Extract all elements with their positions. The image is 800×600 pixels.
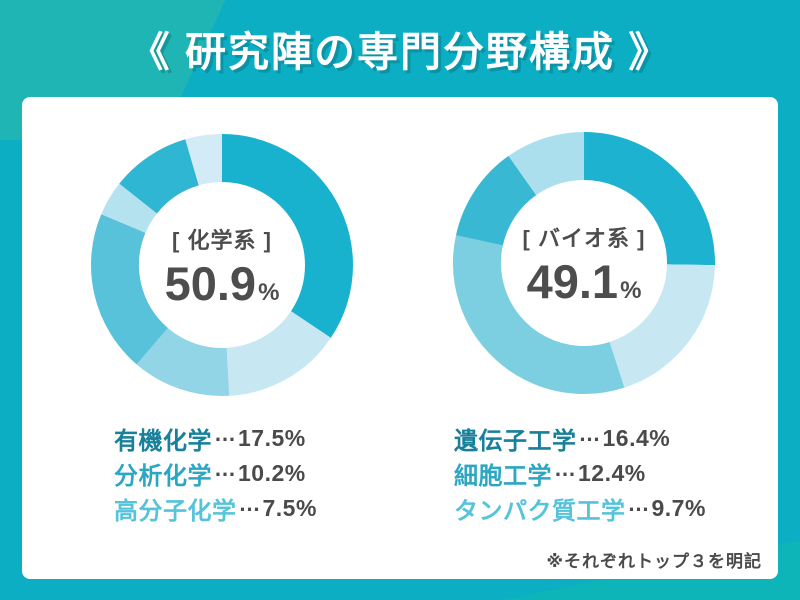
donut-segment	[91, 134, 353, 396]
donut-segment	[91, 134, 353, 396]
category-name: [ バイオ系 ]	[522, 226, 646, 251]
chemistry-donut-chart: [ 化学系 ] 50.9%	[90, 133, 354, 397]
bio-donut-rings	[453, 131, 715, 394]
donut-segment	[90, 133, 353, 396]
legend-item-name: タンパク質工学	[454, 498, 626, 525]
legend-item-name: 高分子化学	[114, 498, 237, 525]
legend-row: 遺伝子工学… 16.4%	[454, 421, 706, 456]
legend-item-value: 9.7%	[651, 495, 706, 521]
content-card: [ 化学系 ] 50.9% [ バイオ系 ] 49.1% 有機化学… 17.5% 分…	[22, 97, 778, 579]
legend-item-value: 12.4%	[578, 460, 646, 486]
legend-dots: …	[554, 455, 576, 481]
header: 《 研究陣の専門分野構成 》	[0, 0, 800, 96]
category-value-number: 50.9	[164, 257, 257, 310]
legend-item-value: 16.4%	[602, 425, 671, 451]
legend-item-name: 細胞工学	[454, 463, 552, 490]
percent-sign: %	[620, 277, 642, 304]
chemistry-center-label: [ 化学系 ] 50.9%	[90, 133, 354, 397]
bio-center-label: [ バイオ系 ] 49.1%	[452, 131, 716, 395]
category-value: 50.9%	[165, 260, 280, 307]
chemistry-donut-rings	[90, 133, 353, 396]
page-title: 《 研究陣の専門分野構成 》	[128, 29, 672, 75]
legend-dots: …	[578, 420, 601, 446]
legend-dots: …	[214, 420, 236, 446]
legend-dots: …	[238, 490, 261, 516]
category-value-number: 49.1	[526, 255, 619, 308]
legend-row: タンパク質工学… 9.7%	[454, 491, 706, 526]
legend-item-name: 有機化学	[114, 428, 212, 455]
legend-dots: …	[627, 490, 650, 516]
footnote: ※それぞれトップ３を明記	[546, 552, 762, 571]
donut-segment-タンパク質工学	[453, 132, 715, 394]
legend-item-name: 遺伝子工学	[454, 428, 577, 455]
legend-row: 分析化学… 10.2%	[114, 456, 317, 491]
legend-item-value: 17.5%	[238, 425, 306, 451]
bio-legend: 遺伝子工学… 16.4% 細胞工学… 12.4% タンパク質工学… 9.7%	[454, 421, 706, 526]
legend-row: 有機化学… 17.5%	[114, 421, 317, 456]
legend-item-value: 7.5%	[262, 495, 317, 521]
category-value: 49.1%	[527, 258, 642, 305]
legend-item-value: 10.2%	[238, 460, 306, 486]
legend-item-name: 分析化学	[114, 463, 212, 490]
bio-donut-chart: [ バイオ系 ] 49.1%	[452, 131, 716, 395]
legend-dots: …	[214, 455, 236, 481]
category-name: [ 化学系 ]	[172, 228, 272, 253]
donut-segment-遺伝子工学	[453, 131, 715, 394]
legend-row: 高分子化学… 7.5%	[114, 491, 317, 526]
legend-row: 細胞工学… 12.4%	[454, 456, 706, 491]
chemistry-legend: 有機化学… 17.5% 分析化学… 10.2% 高分子化学… 7.5%	[114, 421, 317, 526]
percent-sign: %	[258, 279, 280, 306]
donut-segment	[91, 134, 353, 396]
